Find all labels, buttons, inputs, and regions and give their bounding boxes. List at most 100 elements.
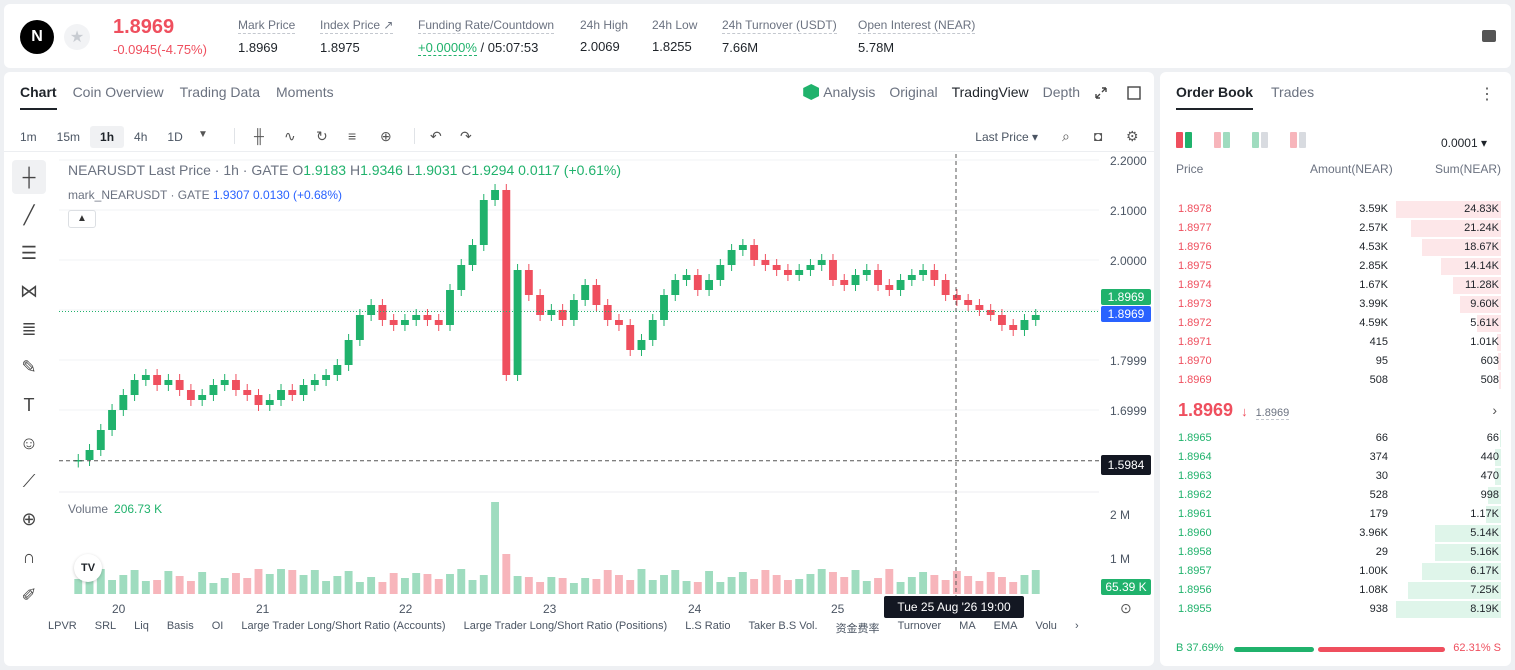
ask-row[interactable]: 1.8975 2.85K 14.14K xyxy=(1160,257,1511,276)
timeframe-1d[interactable]: 1D xyxy=(167,130,183,144)
mode-both-icon[interactable] xyxy=(1176,132,1192,148)
ask-row[interactable]: 1.8969 508 508 xyxy=(1160,371,1511,390)
depth-bar xyxy=(1460,296,1501,313)
timeframe-dropdown-icon[interactable]: ▼ xyxy=(198,129,208,140)
precision-select[interactable]: 0.0001 ▾ xyxy=(1440,136,1487,150)
price-source-select[interactable]: Last Price ▾ xyxy=(975,130,1038,144)
text-tool-icon[interactable]: T xyxy=(23,394,35,415)
indicator-item[interactable]: L.S Ratio xyxy=(685,620,731,632)
timeframe-15m[interactable]: 15m xyxy=(56,130,81,144)
indicator-item[interactable]: Liq xyxy=(134,620,149,632)
tab-tradingview[interactable]: TradingView xyxy=(951,84,1029,100)
favorite-star-icon[interactable]: ★ xyxy=(64,24,90,50)
expand-icon[interactable] xyxy=(1094,86,1108,100)
chevron-right-icon[interactable]: › xyxy=(1074,620,1079,632)
funding-rate-value[interactable]: +0.0000% xyxy=(418,40,477,56)
stat-funding-rate[interactable]: Funding Rate/Countdown +0.0000% / 05:07:… xyxy=(418,18,555,56)
volume-bar xyxy=(998,577,1006,594)
more-options-icon[interactable]: ⋮ xyxy=(1479,86,1495,103)
chevron-right-icon[interactable]: › xyxy=(1492,402,1497,418)
indicator-item[interactable]: Large Trader Long/Short Ratio (Positions… xyxy=(463,620,668,632)
ask-row[interactable]: 1.8971 415 1.01K xyxy=(1160,333,1511,352)
tab-order-book[interactable]: Order Book xyxy=(1176,84,1254,110)
search-icon[interactable]: ⌕ xyxy=(1062,128,1070,144)
ask-row[interactable]: 1.8978 3.59K 24.83K xyxy=(1160,200,1511,219)
ask-row[interactable]: 1.8976 4.53K 18.67K xyxy=(1160,238,1511,257)
template-icon[interactable]: ≡ xyxy=(348,128,357,144)
indicator-item[interactable]: EMA xyxy=(993,620,1018,632)
pattern-icon[interactable]: ⋈ xyxy=(20,280,38,301)
indicators-icon[interactable]: ∿ xyxy=(284,128,296,144)
candlestick xyxy=(772,265,781,270)
zoom-in-icon[interactable]: ⊕ xyxy=(21,508,37,529)
mode-asks-icon[interactable] xyxy=(1290,132,1306,148)
stat-index-price[interactable]: Index Price ↗ 1.8975 xyxy=(320,18,394,55)
tab-trades[interactable]: Trades xyxy=(1271,84,1315,100)
timeframe-4h[interactable]: 4h xyxy=(134,130,148,144)
undo-icon[interactable]: ↶ xyxy=(430,128,442,144)
collapse-legend-button[interactable]: ▲ xyxy=(68,210,96,228)
time-settings-icon[interactable]: ⊙ xyxy=(1120,600,1132,616)
mode-bids-icon[interactable] xyxy=(1252,132,1268,148)
price-chart[interactable] xyxy=(59,154,1099,596)
magnet-icon[interactable]: ∩ xyxy=(22,546,36,567)
stat-24h-turnover[interactable]: 24h Turnover (USDT) 7.66M xyxy=(722,18,837,55)
indicator-item[interactable]: MA xyxy=(959,620,976,632)
add-indicator-icon[interactable]: ⊕ xyxy=(380,128,392,144)
ask-row[interactable]: 1.8970 95 603 xyxy=(1160,352,1511,371)
brush-icon[interactable]: ✎ xyxy=(21,356,37,377)
volume-bar xyxy=(547,577,556,594)
stat-open-interest[interactable]: Open Interest (NEAR) 5.78M xyxy=(858,18,976,55)
tab-depth[interactable]: Depth xyxy=(1042,84,1080,100)
bid-row[interactable]: 1.8964 374 440 xyxy=(1160,448,1511,467)
redo-icon[interactable]: ↷ xyxy=(460,128,472,144)
tradingview-logo-icon[interactable]: TV xyxy=(74,554,102,582)
notebook-icon[interactable] xyxy=(1482,30,1496,42)
indicator-item[interactable]: OI xyxy=(211,620,224,632)
ask-row[interactable]: 1.8977 2.57K 21.24K xyxy=(1160,219,1511,238)
tab-chart[interactable]: Chart xyxy=(20,84,57,110)
camera-icon[interactable]: ◘ xyxy=(1094,128,1103,144)
trend-line-icon[interactable]: ╱ xyxy=(23,204,35,225)
indicator-item[interactable]: Volu xyxy=(1035,620,1057,632)
bid-row[interactable]: 1.8958 29 5.16K xyxy=(1160,543,1511,562)
indicator-item[interactable]: Turnover xyxy=(897,620,942,632)
pencil-lock-icon[interactable]: ✐ xyxy=(21,584,37,605)
indicator-item[interactable]: LPVR xyxy=(48,620,77,632)
bid-row[interactable]: 1.8960 3.96K 5.14K xyxy=(1160,524,1511,543)
replay-icon[interactable]: ↻ xyxy=(316,128,328,144)
window-icon[interactable] xyxy=(1127,86,1141,100)
bid-row[interactable]: 1.8955 938 8.19K xyxy=(1160,600,1511,619)
tab-analysis[interactable]: Analysis xyxy=(803,84,875,100)
candle-type-icon[interactable]: ╫ xyxy=(254,128,264,144)
stat-mark-price[interactable]: Mark Price 1.8969 xyxy=(238,18,296,55)
bid-row[interactable]: 1.8965 66 66 xyxy=(1160,429,1511,448)
tab-trading-data[interactable]: Trading Data xyxy=(179,84,261,100)
ask-row[interactable]: 1.8974 1.67K 11.28K xyxy=(1160,276,1511,295)
timeframe-1m[interactable]: 1m xyxy=(20,130,37,144)
ask-row[interactable]: 1.8973 3.99K 9.60K xyxy=(1160,295,1511,314)
bid-row[interactable]: 1.8957 1.00K 6.17K xyxy=(1160,562,1511,581)
ask-row[interactable]: 1.8972 4.59K 5.61K xyxy=(1160,314,1511,333)
bid-row[interactable]: 1.8962 528 998 xyxy=(1160,486,1511,505)
timeframe-1h[interactable]: 1h xyxy=(90,126,125,148)
tab-original[interactable]: Original xyxy=(889,84,938,100)
crosshair-icon[interactable]: ┼ xyxy=(12,160,46,194)
bid-row[interactable]: 1.8963 30 470 xyxy=(1160,467,1511,486)
tab-moments[interactable]: Moments xyxy=(276,84,334,100)
candlestick xyxy=(446,290,454,325)
indicator-item[interactable]: Taker B.S Vol. xyxy=(748,620,818,632)
bid-row[interactable]: 1.8956 1.08K 7.25K xyxy=(1160,581,1511,600)
indicator-item[interactable]: Large Trader Long/Short Ratio (Accounts) xyxy=(241,620,446,632)
bid-row[interactable]: 1.8961 179 1.17K xyxy=(1160,505,1511,524)
horizontal-lines-icon[interactable]: ☰ xyxy=(20,242,38,263)
fib-icon[interactable]: ≣ xyxy=(21,318,37,339)
emoji-icon[interactable]: ☺ xyxy=(19,432,39,453)
ruler-icon[interactable]: ⟋ xyxy=(22,470,36,491)
tab-coin-overview[interactable]: Coin Overview xyxy=(72,84,164,100)
indicator-item[interactable]: 资金费率 xyxy=(835,623,880,635)
settings-gear-icon[interactable]: ⚙ xyxy=(1126,128,1139,144)
mode-split-icon[interactable] xyxy=(1214,132,1230,148)
indicator-item[interactable]: SRL xyxy=(94,620,117,632)
indicator-item[interactable]: Basis xyxy=(166,620,194,632)
